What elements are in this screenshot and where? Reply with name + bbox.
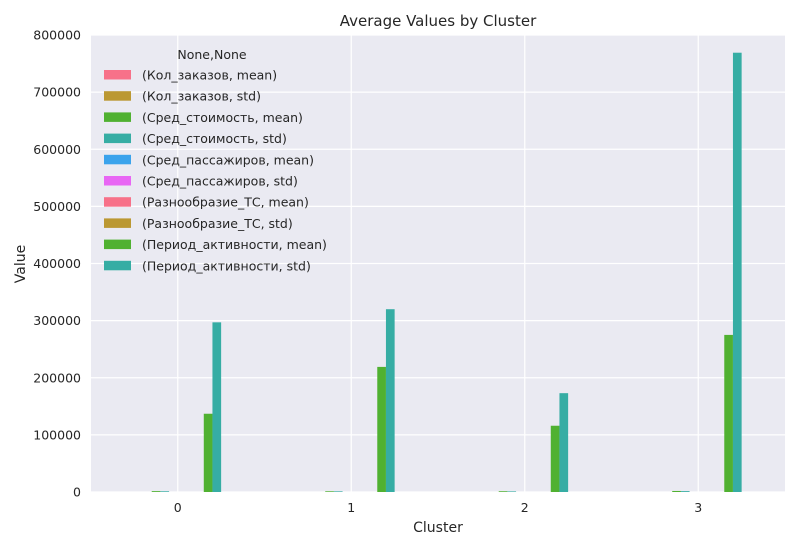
bar	[498, 491, 508, 492]
legend-swatch	[104, 133, 131, 144]
legend-swatch	[104, 197, 131, 207]
legend-entry-label: (Разнообразие_ТС, mean)	[142, 195, 309, 210]
y-tick-label: 200000	[33, 370, 81, 385]
legend-entry-label: (Сред_пассажиров, std)	[142, 174, 298, 189]
y-tick-label: 300000	[33, 313, 81, 328]
legend-swatch	[104, 112, 131, 122]
bar	[507, 491, 517, 492]
x-axis-label: Cluster	[413, 520, 463, 536]
y-tick-labels: 0 100000 200000 300000 400000 500000 600000 700…	[33, 28, 81, 500]
bar	[559, 393, 569, 492]
bar	[203, 413, 213, 492]
bar	[732, 52, 742, 493]
bar	[672, 490, 681, 492]
bar	[325, 491, 334, 492]
legend-swatch	[104, 154, 131, 165]
x-tick-labels: 0 1 2 3	[174, 500, 702, 515]
x-tick-label: 2	[521, 500, 529, 515]
y-tick-label: 500000	[33, 199, 81, 214]
legend-entry-label: (Сред_пассажиров, mean)	[142, 152, 314, 167]
x-tick-label: 3	[694, 500, 702, 515]
legend-entry-label: (Период_активности, std)	[142, 258, 311, 273]
y-tick-label: 600000	[33, 142, 81, 157]
x-tick-label: 1	[347, 500, 355, 515]
bar	[377, 366, 386, 492]
legend-entry-label: (Период_активности, mean)	[142, 237, 327, 252]
bar	[333, 491, 343, 492]
legend-entry-label: (Разнообразие_ТС, std)	[142, 216, 293, 231]
legend-swatch	[104, 176, 131, 186]
y-tick-label: 400000	[33, 256, 81, 271]
chart-title: Average Values by Cluster	[340, 12, 537, 30]
legend-swatch	[104, 70, 131, 80]
y-tick-label: 0	[73, 485, 81, 500]
bar	[160, 491, 170, 492]
grid-lines	[91, 34, 785, 493]
legend-entry-label: (Кол_заказов, mean)	[142, 68, 277, 83]
bars	[151, 52, 742, 493]
legend-swatch	[104, 260, 131, 271]
legend-title: None,None	[177, 47, 247, 62]
y-tick-label: 800000	[33, 28, 81, 43]
y-axis-label: Value	[13, 245, 29, 283]
legend-entry-label: (Сред_стоимость, mean)	[142, 110, 303, 125]
legend-entry-label: (Сред_стоимость, std)	[142, 131, 287, 146]
legend-swatch	[104, 91, 131, 101]
x-tick-label: 0	[174, 500, 182, 515]
legend-swatch	[104, 218, 131, 228]
legend-entry-label: (Кол_заказов, std)	[142, 89, 261, 104]
bar	[550, 425, 560, 492]
legend-swatch	[104, 239, 131, 250]
y-tick-label: 700000	[33, 85, 81, 100]
bar	[724, 334, 733, 492]
bar	[212, 322, 222, 492]
bar	[385, 309, 395, 492]
bar	[680, 491, 690, 492]
bar	[151, 491, 161, 492]
legend: None,None (Кол_заказов, mean) (Кол_заказо…	[104, 47, 327, 273]
y-tick-label: 100000	[33, 427, 81, 442]
